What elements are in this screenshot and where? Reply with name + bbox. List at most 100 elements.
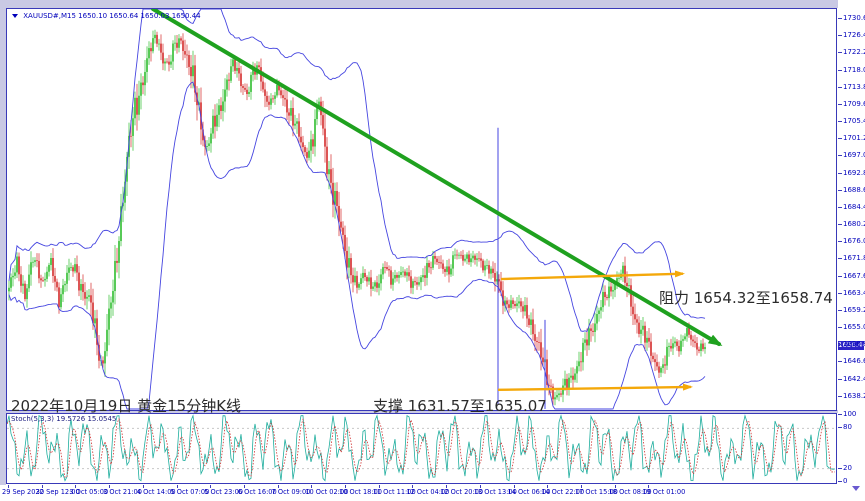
time-axis-tick [614,485,616,488]
time-axis-label: 14 Oct 22:00 [541,488,585,496]
price-axis-label: 1722.20 [843,48,865,57]
price-axis-label: 1705.40 [843,117,865,126]
stoch-scale-label: 80 [843,423,852,432]
dropdown-triangle-icon[interactable] [12,14,18,18]
price-axis[interactable] [838,0,865,501]
stochastic-canvas[interactable] [7,414,836,483]
time-axis-tick [547,485,549,488]
time-axis-tick [378,485,380,488]
time-axis-label: 19 Oct 01:00 [642,488,686,496]
time-axis-tick [210,485,212,488]
price-axis-label: 1713.80 [843,82,865,91]
price-axis-tick [838,224,842,226]
time-axis-label: 10 Oct 18:00 [339,488,382,496]
time-axis-tick [75,485,77,488]
price-axis-tick [838,241,842,243]
time-axis-label: 3 Oct 21:00 [103,488,142,496]
price-axis-label: 1692.80 [843,168,865,177]
time-axis-tick [580,485,582,488]
price-axis-tick [838,275,842,277]
time-axis-label: 10 Oct 02:00 [305,488,349,496]
price-axis-tick [838,69,842,71]
stoch-scale-tick [838,467,842,469]
price-axis-label: 1642.40 [843,374,865,383]
support-label: 支撑 1631.57至1635.07 [373,397,547,415]
price-axis-tick [838,258,842,260]
time-axis-tick [446,485,448,488]
time-axis-tick [109,485,111,488]
main-chart[interactable]: XAUUSD#,M15 1650.10 1650.64 1650.03 1650… [6,8,837,415]
price-axis-tick [838,395,842,397]
price-axis-tick [838,121,842,123]
time-axis-tick [648,485,650,488]
price-axis-tick [838,172,842,174]
price-axis-tick [838,206,842,208]
time-axis-label: 5 Oct 23:00 [204,488,243,496]
time-axis-tick [176,485,178,488]
time-axis-label: 13 Oct 13:00 [473,488,517,496]
time-axis-label: 6 Oct 16:00 [237,488,277,496]
time-axis-label: 30 Sep 12:00 [35,488,80,496]
time-axis-label: 4 Oct 14:00 [136,488,176,496]
time-axis-label: 17 Oct 15:00 [574,488,618,496]
price-axis-label: 1671.80 [843,254,865,263]
stochastic-label: Stoch(5,3,3) 19.5726 15.0545 [11,415,116,423]
price-axis-label: 1709.60 [843,99,865,108]
time-axis-scroll-icon[interactable] [852,486,860,491]
stoch-scale-tick [838,414,842,415]
price-axis-tick [838,103,842,105]
price-axis-tick [838,378,842,380]
current-price-tag: 1650.44 [838,341,865,351]
stoch-scale-label: 20 [843,463,852,472]
panel-splitter[interactable] [0,410,838,413]
time-axis-tick [41,485,43,488]
price-axis-label: 1659.20 [843,305,865,314]
price-axis-label: 1663.40 [843,288,865,297]
price-axis-tick [838,327,842,329]
top-edge [0,0,838,8]
price-axis-tick [838,155,842,157]
stoch-scale-tick [838,481,842,482]
stochastic-name: Stoch(5,3,3) [11,415,55,423]
stoch-scale-label: 100 [843,410,857,418]
price-canvas[interactable] [7,9,836,410]
price-axis-tick [838,189,842,191]
chart-title: XAUUSD#,M15 1650.10 1650.64 1650.03 1650… [12,12,201,20]
time-axis-label: 18 Oct 08:00 [608,488,652,496]
time-axis-tick [142,485,144,488]
price-axis-tick [838,138,842,140]
price-axis-label: 1638.20 [843,391,865,400]
stochastic-values: 19.5726 15.0545 [56,415,117,423]
price-axis-tick [838,35,842,37]
time-axis-label: 12 Oct 04:00 [406,488,450,496]
left-edge [0,0,6,501]
stoch-scale-tick [838,427,842,429]
price-axis-tick [838,17,842,19]
time-axis-tick [243,485,245,488]
price-axis-tick [838,361,842,363]
price-axis-label: 1680.20 [843,220,865,229]
price-axis-label: 1655.00 [843,323,865,332]
price-axis-tick [838,344,842,346]
time-axis-tick [8,485,9,488]
time-axis[interactable] [0,485,865,501]
price-axis-label: 1667.60 [843,271,865,280]
time-axis-tick [311,485,313,488]
price-axis-label: 1688.60 [843,185,865,194]
price-axis-tick [838,86,842,88]
chart-ohlc-label: 1650.10 1650.64 1650.03 1650.44 [78,12,201,20]
time-axis-tick [479,485,481,488]
date-title-label: 2022年10月19日 黄金15分钟K线 [11,397,242,415]
stochastic-panel[interactable]: Stoch(5,3,3) 19.5726 15.0545 [6,413,837,484]
time-axis-label: 12 Oct 20:00 [440,488,484,496]
price-axis-tick [838,309,842,311]
time-axis-tick [513,485,515,488]
time-axis-tick [412,485,414,488]
stoch-scale-label: 0 [843,477,848,485]
time-axis-label: 11 Oct 11:00 [372,488,416,496]
time-axis-label: 3 Oct 05:00 [69,488,109,496]
time-axis-tick [277,485,279,488]
price-axis-label: 1730.60 [843,13,865,22]
price-axis-label: 1701.20 [843,134,865,143]
